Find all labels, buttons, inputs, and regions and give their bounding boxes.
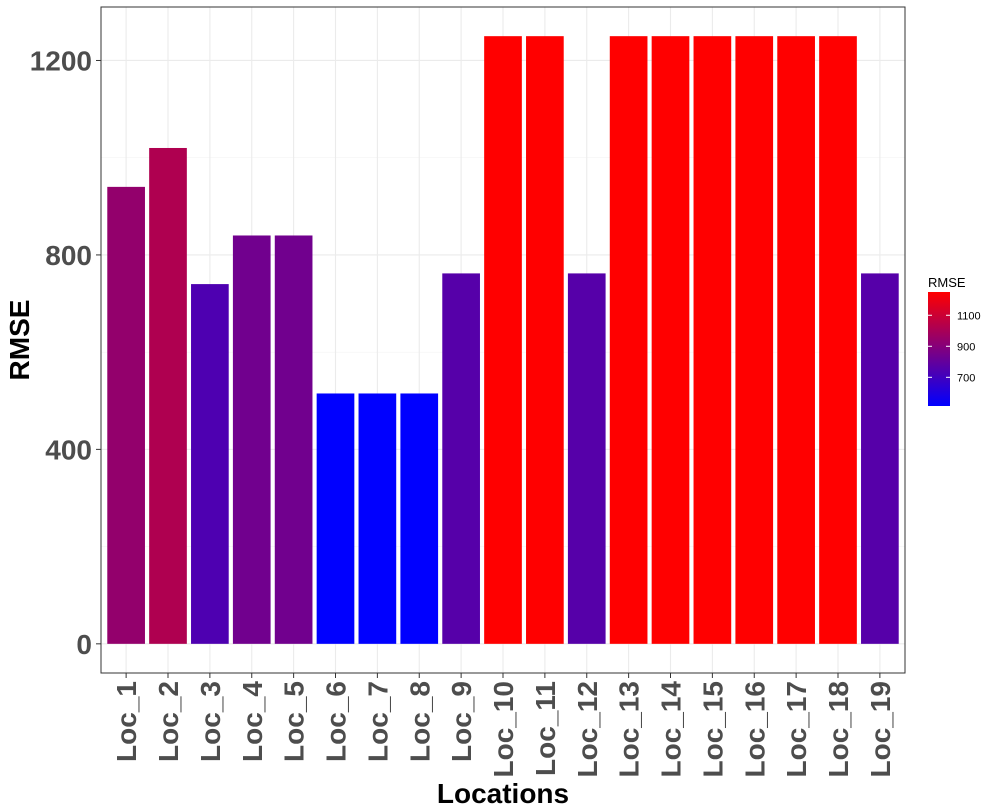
y-axis-ticks: 0 400 800 1200	[30, 45, 101, 660]
color-legend: RMSE 700 900 1100	[928, 275, 981, 406]
bar-loc-19	[861, 273, 899, 644]
bar-loc-10	[484, 36, 522, 644]
x-tick-label: Loc_18	[823, 681, 854, 778]
y-tick-label: 800	[45, 240, 92, 271]
y-tick-label: 400	[45, 434, 92, 465]
x-tick-label: Loc_7	[362, 681, 393, 762]
bar-loc-16	[735, 36, 774, 644]
bar-loc-3	[191, 284, 229, 644]
bar-loc-2	[149, 147, 187, 644]
x-tick-label: Loc_12	[572, 681, 603, 778]
x-tick-label: Loc_10	[488, 681, 519, 778]
legend-colorbar	[928, 292, 950, 406]
x-axis-title: Locations	[437, 778, 569, 809]
x-tick-label: Loc_5	[279, 681, 310, 762]
x-tick-label: Loc_4	[237, 681, 268, 762]
bar-loc-18	[819, 36, 857, 644]
bar-loc-11	[526, 36, 564, 644]
x-tick-label: Loc_3	[195, 681, 226, 762]
bar-loc-4	[232, 235, 271, 644]
x-tick-label: Loc_8	[404, 681, 435, 762]
legend-title: RMSE	[928, 275, 966, 290]
legend-label: 1100	[957, 310, 981, 322]
bar-loc-14	[651, 36, 690, 644]
x-tick-label: Loc_2	[153, 681, 184, 762]
x-axis-ticks: Loc_1 Loc_2 Loc_3 Loc_4 Loc_5 Loc_6 Loc_7 Loc_8…	[111, 673, 896, 778]
x-tick-label: Loc_17	[781, 681, 812, 778]
x-tick-label: Loc_9	[446, 681, 477, 762]
bars	[107, 36, 899, 644]
bar-loc-7	[358, 393, 397, 644]
legend-label: 700	[957, 372, 975, 384]
bar-loc-17	[777, 36, 815, 644]
legend-breaks: 700 900 1100	[928, 310, 981, 384]
x-tick-label: Loc_16	[739, 681, 770, 778]
bar-loc-15	[693, 36, 732, 644]
bar-loc-9	[442, 273, 480, 644]
bar-loc-8	[400, 393, 439, 644]
bar-loc-12	[567, 273, 606, 644]
y-axis-title: RMSE	[4, 300, 35, 381]
y-tick-label: 0	[76, 629, 92, 660]
x-tick-label: Loc_6	[321, 681, 352, 762]
legend-label: 900	[957, 341, 975, 353]
bar-loc-5	[274, 235, 313, 644]
bar-loc-13	[609, 36, 648, 644]
x-tick-label: Loc_11	[530, 681, 561, 776]
x-tick-label: Loc_13	[614, 681, 645, 778]
bar-loc-6	[316, 393, 355, 644]
bar-loc-1	[107, 186, 145, 644]
x-tick-label: Loc_15	[697, 681, 728, 778]
y-tick-label: 1200	[30, 45, 92, 76]
x-tick-label: Loc_19	[865, 681, 896, 778]
x-tick-label: Loc_1	[111, 681, 142, 762]
x-tick-label: Loc_14	[656, 681, 687, 778]
